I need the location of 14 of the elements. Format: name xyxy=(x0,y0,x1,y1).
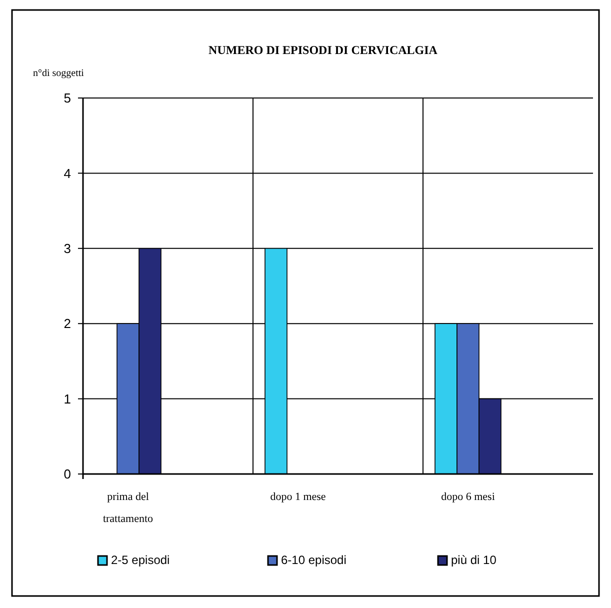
y-tick-label: 4 xyxy=(64,166,71,181)
x-tick-label: prima del trattamento xyxy=(102,491,154,525)
y-tick-label: 5 xyxy=(64,90,71,106)
legend-label: 6-10 episodi xyxy=(281,553,346,567)
x-tick-label: dopo 1 mese xyxy=(270,491,326,503)
y-axis-title: n°di soggetti xyxy=(33,68,84,79)
legend-label: 2-5 episodi xyxy=(111,553,170,567)
y-tick-label: 0 xyxy=(64,466,71,482)
y-tick-label: 1 xyxy=(64,391,71,406)
y-tick-label: 2 xyxy=(64,316,71,332)
legend-label: più di 10 xyxy=(451,553,497,567)
y-tick-label: 3 xyxy=(64,240,71,256)
x-tick-label: dopo 6 mesi xyxy=(441,491,495,503)
chart-title: NUMERO DI EPISODI DI CERVICALGIA xyxy=(208,43,438,57)
